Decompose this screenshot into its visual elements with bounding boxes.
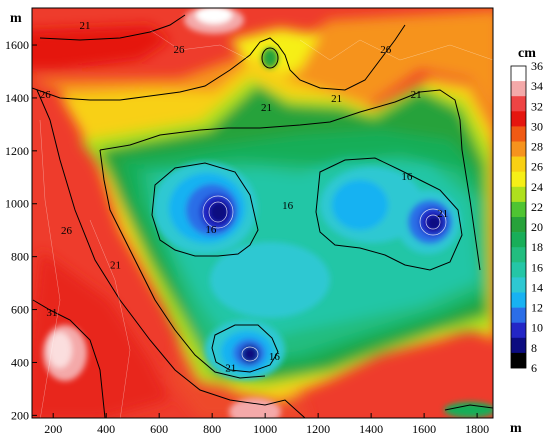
- colorbar-unit-label: cm: [518, 46, 536, 61]
- x-tick-label: 400: [97, 422, 115, 436]
- x-tick-label: 1200: [306, 422, 330, 436]
- colorbar-swatch: [511, 262, 526, 278]
- y-tick-label: 800: [11, 250, 29, 264]
- plot-frame: [31, 7, 494, 419]
- contour-label: 26: [380, 44, 392, 56]
- plot-area: [32, 8, 493, 418]
- colorbar-swatch: [511, 126, 526, 142]
- colorbar-tick-label: 24: [531, 180, 543, 194]
- y-axis-label: m: [10, 11, 22, 26]
- colorbar-swatch: [511, 96, 526, 112]
- contour-label: 26: [61, 225, 73, 237]
- colorbar-tick-label: 10: [531, 321, 543, 335]
- colorbar-tick-label: 26: [531, 160, 543, 174]
- colorbar-tick-label: 6: [531, 361, 537, 375]
- colorbar-swatch: [511, 66, 526, 82]
- colorbar-tick-label: 30: [531, 119, 543, 133]
- colorbar-tick-label: 20: [531, 220, 543, 234]
- colorbar-swatch: [511, 111, 526, 127]
- contour-label: 21: [411, 89, 422, 101]
- colorbar-tick-label: 14: [531, 280, 543, 294]
- colorbar-swatch: [511, 307, 526, 323]
- contour-label: 21: [79, 20, 90, 32]
- colorbar-tick-label: 22: [531, 200, 543, 214]
- contour-label: 21: [225, 363, 236, 375]
- contour-label: 21: [261, 102, 272, 114]
- colorbar-swatch: [511, 171, 526, 188]
- y-axis: 200 400 600 800 1000 1200 1400 1600: [5, 38, 37, 422]
- colorbar-tick-label: 18: [531, 240, 543, 254]
- contour-label-layer: 21 21 21 21 21 21 21 26 26 26 26 31 16 16 16 16: [40, 20, 448, 375]
- colorbar-frame: [510, 65, 527, 369]
- contour-label: 16: [205, 224, 217, 236]
- colorbar-tick-label: 32: [531, 99, 543, 113]
- colorbar-swatch: [511, 337, 526, 354]
- colorbar-swatch: [511, 156, 526, 172]
- x-tick-label: 1000: [253, 422, 277, 436]
- colorbar-tick-label: 8: [531, 341, 537, 355]
- colorbar: 36 34 32 30 28 26 24 22 20 18 16 14 12 10 8 6: [510, 59, 543, 375]
- colorbar-swatch: [511, 352, 526, 369]
- colorbar-swatch: [511, 292, 526, 308]
- contour-label: 26: [174, 44, 186, 56]
- colorbar-swatch: [511, 277, 526, 293]
- x-tick-label: 800: [203, 422, 221, 436]
- contour-label: 31: [46, 307, 57, 319]
- contour-label: 21: [110, 260, 121, 272]
- colorbar-swatch: [511, 322, 526, 339]
- x-tick-label: 600: [150, 422, 168, 436]
- x-tick-label: 1600: [412, 422, 436, 436]
- y-tick-label: 1600: [5, 38, 29, 52]
- colorbar-swatch: [511, 247, 526, 263]
- y-tick-label: 400: [11, 355, 29, 369]
- y-tick-label: 1200: [5, 144, 29, 158]
- x-tick-label: 200: [44, 422, 62, 436]
- x-tick-label: 1800: [465, 422, 489, 436]
- colorbar-swatch: [511, 141, 526, 157]
- x-axis-label: m: [510, 421, 522, 436]
- colorbar-tick-label: 12: [531, 301, 543, 315]
- colorbar-swatch: [511, 201, 526, 218]
- contour-label: 16: [401, 171, 413, 183]
- contour-label: 21: [437, 208, 448, 220]
- contour-label: 26: [40, 89, 52, 101]
- colorbar-swatch: [511, 186, 526, 203]
- colorbar-swatch: [511, 217, 526, 233]
- contour-label: 16: [269, 351, 281, 363]
- colorbar-tick-label: 28: [531, 140, 543, 154]
- colorbar-tick-label: 36: [531, 59, 543, 73]
- y-tick-label: 600: [11, 303, 29, 317]
- x-tick-label: 1400: [359, 422, 383, 436]
- y-tick-label: 1400: [5, 91, 29, 105]
- y-tick-label: 200: [11, 408, 29, 422]
- contour-label: 21: [331, 93, 342, 105]
- colorbar-swatch: [511, 232, 526, 248]
- y-tick-label: 1000: [5, 197, 29, 211]
- colorbar-tick-label: 16: [531, 260, 543, 274]
- colorbar-swatch: [511, 81, 526, 97]
- contour-label: 16: [282, 200, 294, 212]
- x-axis: 200 400 600 800 1000 1200 1400 1600 1800: [44, 413, 489, 436]
- colorbar-tick-label: 34: [531, 79, 543, 93]
